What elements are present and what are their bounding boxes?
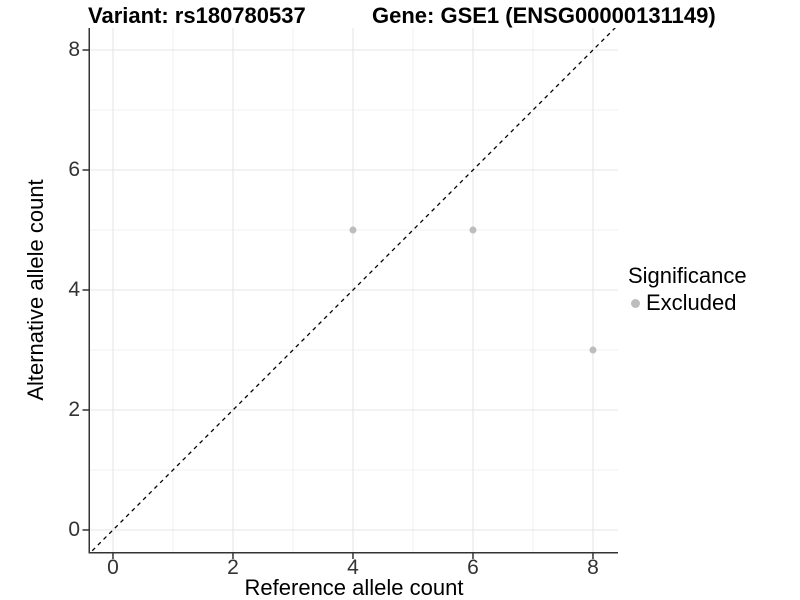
plot-panel: [82, 28, 618, 559]
x-tick-label: 4: [347, 556, 359, 579]
y-tick-label: 0: [68, 517, 80, 541]
data-point: [589, 346, 597, 354]
x-axis-title: Reference allele count: [244, 575, 464, 600]
legend-items: Excluded: [628, 290, 747, 316]
legend-item: Excluded: [628, 290, 747, 316]
plot-title-variant: Variant: rs180780537: [88, 3, 306, 28]
identity-reference-line: [90, 28, 616, 552]
legend-title: Significance: [628, 263, 747, 288]
legend: Significance Excluded: [628, 263, 747, 316]
legend-item-label: Excluded: [646, 290, 737, 315]
x-tick-label: 8: [587, 556, 599, 579]
data-point: [349, 226, 357, 234]
y-tick-label: 4: [68, 278, 80, 301]
y-axis-title: Alternative allele count: [23, 179, 48, 401]
y-tick-label: 2: [68, 397, 80, 421]
plot-canvas: [82, 28, 618, 559]
y-tick-label: 8: [68, 38, 80, 62]
x-tick-label: 6: [467, 556, 479, 579]
x-tick-label: 2: [227, 556, 239, 579]
x-tick-label: 0: [107, 556, 119, 579]
legend-point-icon: [631, 298, 640, 308]
data-point: [469, 226, 477, 234]
y-tick-label: 6: [68, 158, 80, 181]
plot-title-gene: Gene: GSE1 (ENSG00000131149): [372, 3, 716, 28]
